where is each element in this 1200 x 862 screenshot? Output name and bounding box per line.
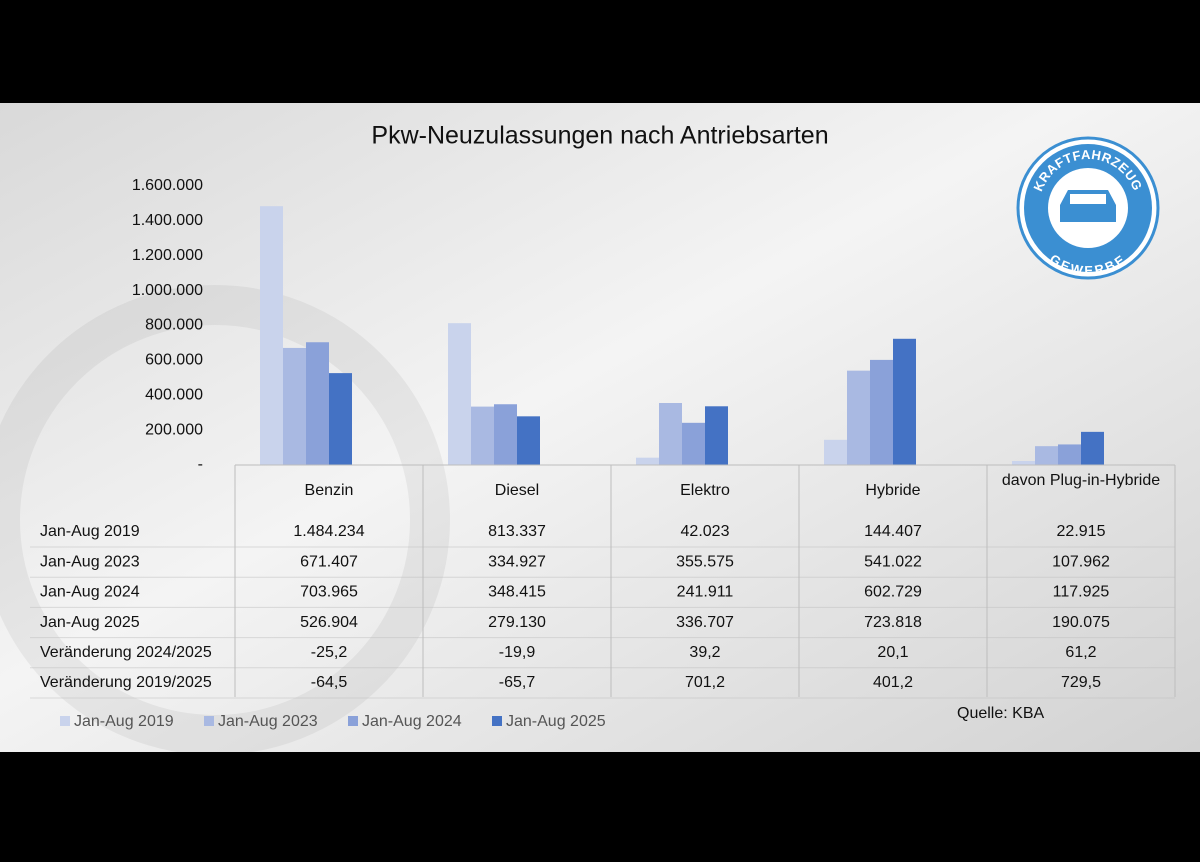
table-value: 701,2 — [685, 674, 725, 691]
bar — [260, 206, 283, 465]
bar — [517, 416, 540, 465]
category-header: Benzin — [304, 482, 354, 499]
bar — [329, 373, 352, 465]
table-value: 144.407 — [864, 523, 922, 540]
y-tick-label: 600.000 — [145, 352, 203, 369]
y-tick-label: 1.200.000 — [132, 247, 203, 264]
table-value: 355.575 — [676, 553, 734, 570]
category-header: Hybride — [865, 482, 921, 499]
bar — [306, 342, 329, 465]
table-value: 703.965 — [300, 584, 358, 601]
bar — [1058, 444, 1081, 465]
table-value: 729,5 — [1061, 674, 1101, 691]
bar — [893, 338, 916, 465]
watermark — [0, 285, 450, 755]
y-tick-label: 1.400.000 — [132, 212, 203, 229]
logo: KRAFTFAHRZEUG GEWERBE — [1016, 136, 1160, 280]
row-label: Jan-Aug 2025 — [40, 614, 140, 631]
bar — [824, 439, 847, 465]
table-value: 20,1 — [877, 644, 908, 661]
bar — [682, 422, 705, 465]
table-value: 401,2 — [873, 674, 913, 691]
bar — [705, 406, 728, 465]
bar — [448, 323, 471, 465]
legend-swatch — [204, 716, 214, 726]
table-value: 336.707 — [676, 614, 734, 631]
x-tick-label: Diesel — [494, 482, 540, 499]
table-value: 107.962 — [1052, 553, 1110, 570]
bar — [1081, 431, 1104, 465]
bar — [283, 347, 306, 465]
legend-label: Jan-Aug 2025 — [506, 713, 606, 730]
table-value: 39,2 — [689, 644, 720, 661]
row-label: Veränderung 2024/2025 — [40, 644, 212, 661]
row-label: Jan-Aug 2024 — [40, 584, 140, 601]
category-header: davon Plug-in-Hybride — [1001, 472, 1161, 489]
table-value: 190.075 — [1052, 614, 1110, 631]
table-value: -25,2 — [311, 644, 348, 661]
bar — [1035, 446, 1058, 465]
legend-swatch — [348, 716, 358, 726]
row-label: Jan-Aug 2019 — [40, 523, 140, 540]
x-tick-label: Elektro — [680, 482, 730, 499]
table-value: 541.022 — [864, 553, 922, 570]
x-tick-label: Benzin — [304, 482, 354, 499]
legend-label: Jan-Aug 2019 — [74, 713, 174, 730]
row-label: Jan-Aug 2023 — [40, 553, 140, 570]
legend-label: Jan-Aug 2023 — [218, 713, 318, 730]
panel — [0, 103, 1200, 752]
table-value: 61,2 — [1065, 644, 1096, 661]
table-value: 334.927 — [488, 553, 546, 570]
legend-swatch — [492, 716, 502, 726]
table-value: 1.484.234 — [293, 523, 364, 540]
table-value: 671.407 — [300, 553, 358, 570]
category-header: Elektro — [680, 482, 730, 499]
y-tick-label: 1.600.000 — [132, 177, 203, 194]
table-value: -19,9 — [499, 644, 536, 661]
bar — [494, 404, 517, 465]
table-value: 348.415 — [488, 584, 546, 601]
row-label: Veränderung 2019/2025 — [40, 674, 212, 691]
table-value: 602.729 — [864, 584, 922, 601]
category-header: Diesel — [494, 482, 540, 499]
table-value: 526.904 — [300, 614, 358, 631]
y-tick-label: 200.000 — [145, 421, 203, 438]
chart-title: Pkw-Neuzulassungen nach Antriebsarten — [371, 122, 828, 150]
table-value: 723.818 — [864, 614, 922, 631]
logo-window — [1070, 194, 1106, 204]
source: Quelle: KBA — [957, 705, 1044, 722]
table-value: -65,7 — [499, 674, 536, 691]
bar — [636, 457, 659, 465]
table-value: 241.911 — [677, 584, 734, 601]
y-tick-label: - — [198, 456, 203, 473]
y-tick-label: 1.000.000 — [132, 282, 203, 299]
y-tick-label: 800.000 — [145, 317, 203, 334]
bar — [847, 370, 870, 465]
y-tick-label: 400.000 — [145, 386, 203, 403]
table-value: -64,5 — [311, 674, 348, 691]
legend-swatch — [60, 716, 70, 726]
bar — [659, 402, 682, 465]
table-value: 279.130 — [488, 614, 546, 631]
bar — [471, 406, 494, 465]
legend-label: Jan-Aug 2024 — [362, 713, 462, 730]
table-value: 42.023 — [681, 523, 730, 540]
table-value: 117.925 — [1053, 584, 1110, 601]
table-value: 813.337 — [488, 523, 546, 540]
x-tick-label: davon Plug-in-Hybride — [1001, 472, 1161, 489]
x-tick-label: Hybride — [865, 482, 921, 499]
bar — [1012, 461, 1035, 465]
table-value: 22.915 — [1057, 523, 1106, 540]
bar — [870, 359, 893, 465]
